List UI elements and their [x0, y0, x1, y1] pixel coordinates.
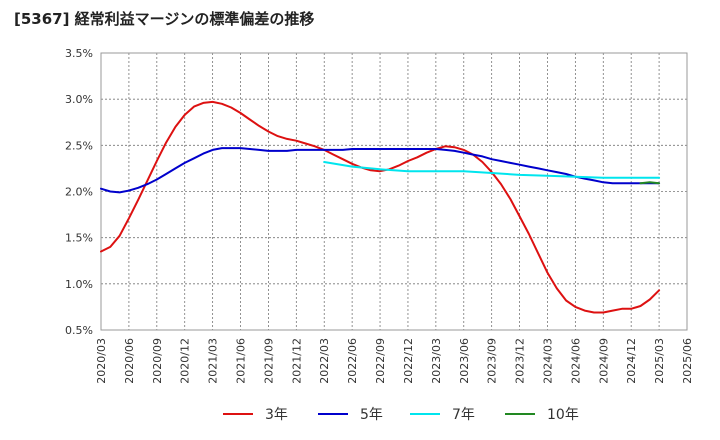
- y-tick-label: 3.0%: [65, 93, 93, 106]
- x-tick-label: 2023/09: [486, 338, 499, 384]
- x-axis-ticks: 2020/03 2020/06 2020/09 2020/12 2021/03 2021/…: [95, 338, 694, 384]
- x-tick-label: 2022/12: [402, 338, 415, 384]
- legend-label-1: 3年: [265, 407, 288, 423]
- x-tick-label: 2025/06: [681, 338, 694, 384]
- grid: [100, 52, 688, 331]
- x-tick-label: 2021/09: [262, 338, 275, 384]
- plot-area-frame: [100, 52, 688, 331]
- x-tick-label: 2024/09: [597, 338, 610, 384]
- y-tick-label: 2.5%: [65, 139, 93, 152]
- y-tick-label: 1.5%: [65, 232, 93, 245]
- y-tick-label: 2.0%: [65, 186, 93, 199]
- x-tick-label: 2020/03: [95, 338, 108, 384]
- y-tick-label: 1.0%: [65, 278, 93, 291]
- x-tick-label: 2020/12: [179, 338, 192, 384]
- x-tick-label: 2025/03: [653, 338, 666, 384]
- x-tick-label: 2024/12: [625, 338, 638, 384]
- x-tick-label: 2021/06: [235, 338, 248, 384]
- series-line-2: [100, 147, 661, 194]
- x-tick-label: 2023/06: [458, 338, 471, 384]
- y-axis-ticks: 3.5% 3.0% 2.5% 2.0% 1.5% 1.0% 0.5%: [65, 47, 93, 337]
- y-tick-label: 3.5%: [65, 47, 93, 60]
- x-tick-label: 2020/06: [123, 338, 136, 384]
- y-tick-label: 0.5%: [65, 324, 93, 337]
- legend-label-3: 7年: [452, 407, 475, 423]
- x-tick-label: 2021/03: [207, 338, 220, 384]
- x-tick-label: 2021/12: [290, 338, 303, 384]
- x-tick-label: 2024/03: [541, 338, 554, 384]
- series-line-1: [100, 100, 661, 314]
- chart-title: [5367] 経常利益マージンの標準偏差の推移: [14, 10, 315, 28]
- series-line-3: [323, 161, 661, 179]
- x-tick-label: 2024/06: [569, 338, 582, 384]
- legend-label-2: 5年: [360, 407, 383, 423]
- x-tick-label: 2023/03: [430, 338, 443, 384]
- x-tick-label: 2022/06: [346, 338, 359, 384]
- legend-label-4: 10年: [547, 407, 579, 423]
- x-tick-label: 2022/09: [374, 338, 387, 384]
- x-tick-label: 2022/03: [318, 338, 331, 384]
- series-line-4: [639, 181, 661, 185]
- series-lines: [100, 100, 661, 314]
- x-tick-label: 2023/12: [514, 338, 527, 384]
- legend: 3年 5年 7年 10年: [223, 407, 579, 423]
- x-tick-label: 2020/09: [151, 338, 164, 384]
